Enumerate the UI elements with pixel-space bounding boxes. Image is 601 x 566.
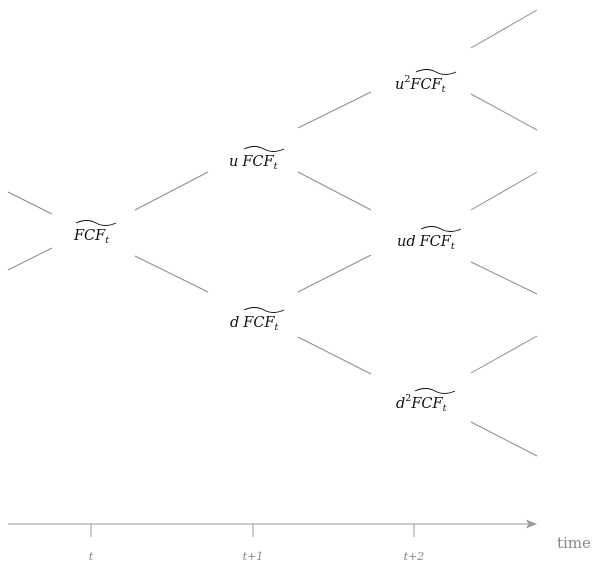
- node-tilde: [243, 307, 285, 313]
- edge-d-up: [297, 254, 372, 293]
- node-tilde: [243, 146, 285, 152]
- node-tilde: [75, 220, 117, 226]
- node-down: d FCFt: [230, 307, 285, 333]
- node-root: FCFt: [73, 220, 117, 246]
- node-up: u FCFt: [229, 146, 285, 172]
- tick-label-t: t: [89, 550, 94, 563]
- tick-label-t1: t+1: [243, 550, 264, 563]
- node-tilde: [420, 226, 462, 232]
- edge-stub-lower-left: [7, 247, 53, 271]
- node-tilde: [414, 388, 456, 394]
- edge-ud-up: [470, 171, 538, 211]
- axis-title-time: time: [557, 534, 591, 552]
- tick-label-t2: t+2: [404, 550, 425, 563]
- time-axis-arrowhead: [526, 519, 537, 529]
- edge-stub-upper-left: [7, 191, 53, 215]
- node-up-up: u2FCFt: [395, 69, 457, 95]
- node-down-down: d2FCFt: [396, 388, 456, 414]
- node-up-up-label: u2FCFt: [395, 74, 446, 95]
- edge-u-up: [297, 91, 372, 129]
- edge-d-down: [297, 336, 372, 375]
- node-up-down-label: ud FCFt: [397, 234, 455, 252]
- edge-uu-down: [470, 93, 538, 131]
- edge-ud-down: [470, 261, 538, 295]
- node-up-down: ud FCFt: [397, 226, 462, 252]
- node-up-label: u FCFt: [229, 154, 278, 172]
- edge-root-down: [134, 255, 209, 293]
- edge-u-down: [297, 171, 372, 211]
- edge-dd-up: [470, 335, 538, 374]
- edge-root-up: [134, 171, 209, 211]
- edge-dd-down: [470, 421, 538, 457]
- edge-uu-up: [470, 9, 538, 49]
- node-down-label: d FCFt: [230, 315, 279, 333]
- node-root-label: FCFt: [73, 228, 109, 246]
- node-down-down-label: d2FCFt: [396, 393, 447, 414]
- node-tilde: [415, 69, 457, 75]
